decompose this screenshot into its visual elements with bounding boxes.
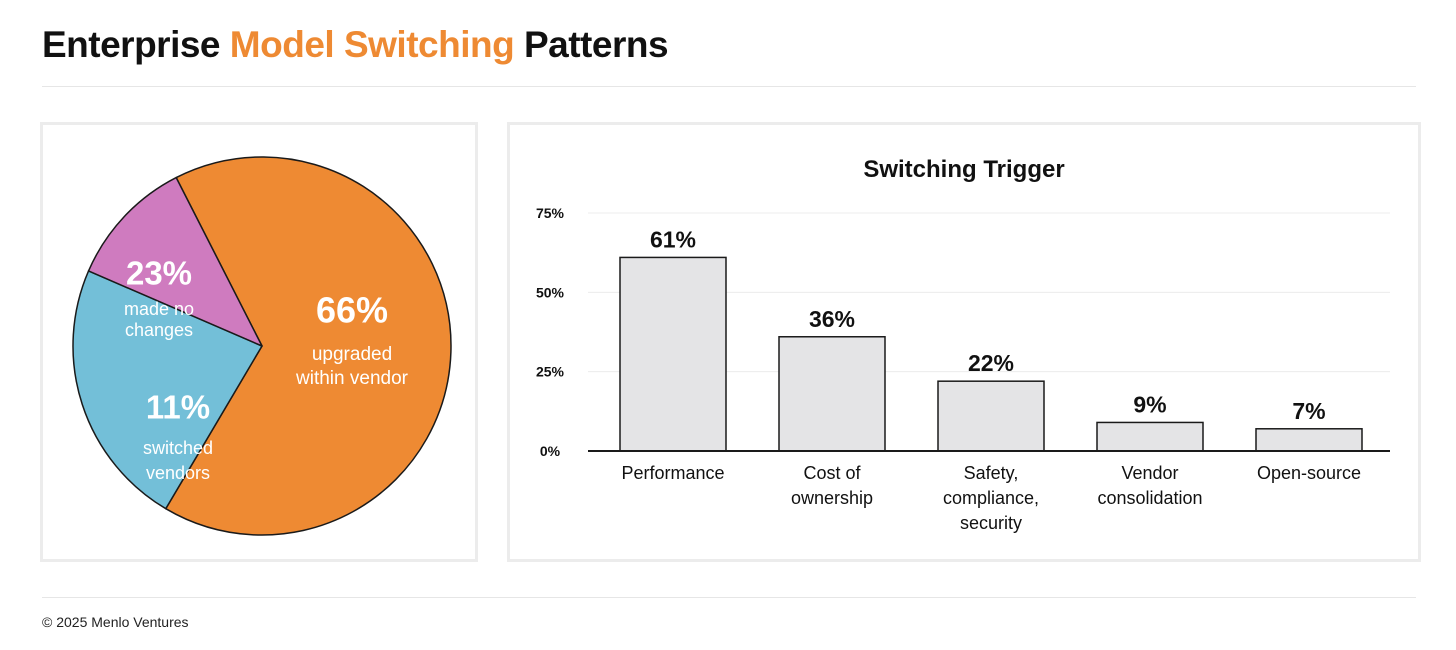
title-part-3: Patterns (523, 24, 669, 65)
y-tick-label: 25% (536, 364, 565, 380)
bar-chart: Switching Trigger 0% 25% 50% 75% 61% Performan… (536, 156, 1390, 533)
bar-2 (937, 380, 1045, 452)
x-tick-label: security (960, 513, 1022, 533)
title-accent: Model Switching (229, 24, 515, 65)
bar-1 (778, 336, 886, 452)
x-tick-label: Cost of (803, 463, 861, 483)
title-part-1: Enterprise (42, 24, 221, 65)
header-divider (42, 86, 1416, 87)
bar-value-label: 61% (650, 226, 696, 252)
bar-3 (1096, 421, 1204, 452)
bar-chart-panel: Switching Trigger 0% 25% 50% 75% 61% Performan… (507, 122, 1421, 562)
bar-0 (619, 256, 727, 452)
footer-divider (42, 597, 1416, 598)
pie-desc-label-no-change: made no (124, 299, 194, 319)
x-tick-label: Safety, (964, 463, 1019, 483)
bar-chart-title: Switching Trigger (863, 156, 1064, 183)
bar-4 (1255, 428, 1363, 452)
bar-value-label: 36% (809, 306, 855, 332)
pie-slice-no-change (72, 270, 263, 510)
bar-value-label: 9% (1133, 391, 1166, 417)
pie-chart-panel: 66% upgraded within vendor 23% made no change… (40, 122, 478, 562)
pie-chart: 66% upgraded within vendor 23% made nochange… (72, 156, 452, 536)
x-tick-label: compliance, (943, 488, 1039, 508)
pie-pct-label-switched: 11% (146, 389, 210, 426)
pie-desc-label-upgraded: upgraded (312, 344, 392, 365)
x-tick-label: Performance (621, 463, 724, 483)
x-tick-label: Open-source (1257, 463, 1361, 483)
pie-slice-upgraded (165, 156, 452, 536)
x-tick-label: Vendor (1121, 463, 1178, 483)
pie-desc-label-switched: switched (143, 438, 213, 458)
y-tick-label: 50% (536, 284, 565, 300)
pie-desc-label-switched: vendors (146, 463, 210, 483)
x-tick-label: ownership (791, 488, 873, 508)
page-title: Enterprise Model Switching Patterns (42, 24, 669, 66)
pie-slice-switched (87, 176, 263, 347)
pie-pct-label-no-change: 23% (126, 255, 192, 292)
y-tick-label: 75% (536, 205, 565, 221)
x-tick-label: consolidation (1097, 488, 1202, 508)
pie-desc-label-no-change: changes (125, 320, 193, 340)
footer-copyright: © 2025 Menlo Ventures (42, 614, 189, 630)
pie-desc-label-upgraded: within vendor (295, 368, 409, 389)
pie-pct-label-upgraded: 66% (316, 290, 388, 331)
y-tick-label: 0% (540, 443, 561, 459)
bar-value-label: 22% (968, 350, 1014, 376)
bar-value-label: 7% (1292, 398, 1325, 424)
